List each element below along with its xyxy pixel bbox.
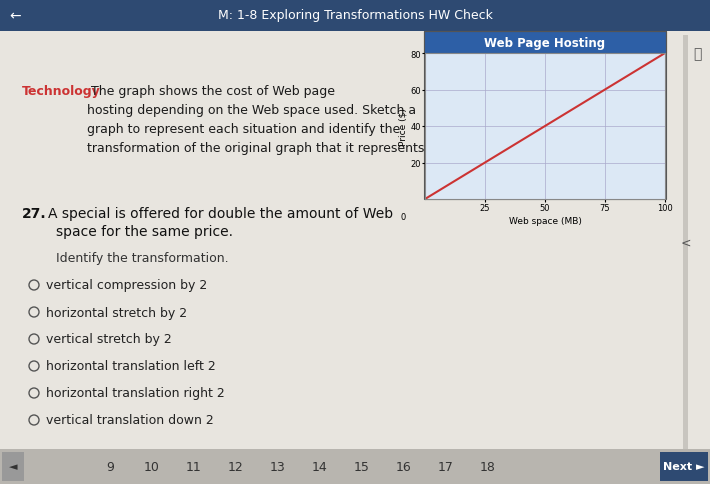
Text: horizontal translation right 2: horizontal translation right 2 [46, 387, 225, 400]
FancyBboxPatch shape [424, 32, 666, 54]
Text: Identify the transformation.: Identify the transformation. [56, 252, 229, 264]
FancyBboxPatch shape [0, 449, 710, 484]
Text: 12: 12 [228, 460, 244, 473]
Text: 10: 10 [144, 460, 160, 473]
Text: 0: 0 [400, 212, 406, 221]
Text: vertical stretch by 2: vertical stretch by 2 [46, 333, 172, 346]
FancyBboxPatch shape [683, 36, 688, 449]
Text: Technology: Technology [22, 85, 101, 98]
FancyBboxPatch shape [660, 452, 708, 481]
Text: vertical compression by 2: vertical compression by 2 [46, 279, 207, 292]
Text: Web Page Hosting: Web Page Hosting [484, 36, 606, 49]
Y-axis label: Price ($): Price ($) [398, 108, 408, 146]
FancyBboxPatch shape [0, 0, 710, 32]
Text: 13: 13 [270, 460, 286, 473]
Text: M: 1-8 Exploring Transformations HW Check: M: 1-8 Exploring Transformations HW Chec… [217, 10, 493, 22]
Text: The graph shows the cost of Web page
hosting depending on the Web space used. Sk: The graph shows the cost of Web page hos… [87, 85, 428, 155]
Text: A special is offered for double the amount of Web: A special is offered for double the amou… [48, 207, 393, 221]
Text: Next ►: Next ► [663, 462, 705, 471]
Text: 18: 18 [480, 460, 496, 473]
Text: 14: 14 [312, 460, 328, 473]
Text: ◄: ◄ [9, 462, 17, 471]
Text: 27.: 27. [22, 207, 47, 221]
Text: 9: 9 [106, 460, 114, 473]
Text: 17: 17 [438, 460, 454, 473]
Text: ⓘ: ⓘ [693, 47, 701, 61]
Text: <: < [681, 236, 692, 249]
Text: horizontal stretch by 2: horizontal stretch by 2 [46, 306, 187, 319]
Text: 15: 15 [354, 460, 370, 473]
Text: 16: 16 [396, 460, 412, 473]
FancyBboxPatch shape [2, 452, 24, 481]
Text: horizontal translation left 2: horizontal translation left 2 [46, 360, 216, 373]
Text: vertical translation down 2: vertical translation down 2 [46, 414, 214, 426]
X-axis label: Web space (MB): Web space (MB) [508, 217, 581, 226]
Text: space for the same price.: space for the same price. [56, 225, 233, 239]
Text: 11: 11 [186, 460, 202, 473]
Text: ←: ← [9, 9, 21, 23]
